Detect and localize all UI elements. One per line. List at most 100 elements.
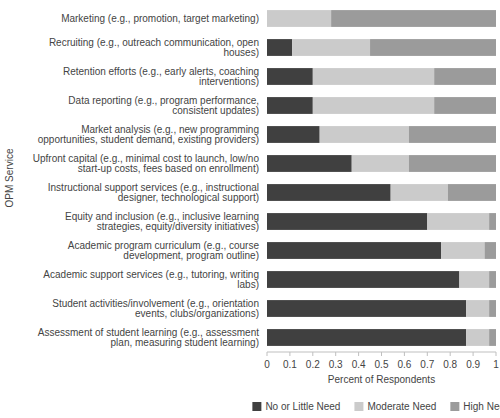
legend-label: No or Little Need	[265, 401, 340, 412]
category-label-line: plan, measuring student learning)	[111, 337, 259, 348]
bar-segment	[409, 126, 496, 143]
category-label: Retention efforts (e.g., early alerts, c…	[63, 66, 259, 88]
x-tick	[289, 352, 290, 356]
bar-segment	[466, 329, 489, 346]
bar-segment	[313, 68, 434, 85]
bar-segment	[331, 10, 496, 27]
category-label-line: strategies, equity/diversity initiatives…	[97, 221, 259, 232]
bar-segment	[489, 300, 496, 317]
x-tick	[404, 352, 405, 356]
x-tick-label: 0.5	[375, 359, 389, 370]
bar-segment	[489, 213, 496, 230]
category-label-line: consistent updates)	[172, 105, 259, 116]
category-label-line: Data reporting (e.g., program performanc…	[68, 95, 259, 106]
category-label-line: opportunities, student demand, existing …	[38, 134, 259, 145]
x-tick	[427, 352, 428, 356]
category-label-line: Assessment of student learning (e.g., as…	[38, 327, 259, 338]
x-tick-label: 0.4	[352, 359, 366, 370]
bars	[267, 10, 496, 346]
bar-segment	[267, 10, 331, 27]
bar-segment	[267, 329, 466, 346]
bar-segment	[489, 271, 496, 288]
x-tick	[358, 352, 359, 356]
category-label-line: Upfront capital (e.g., minimal cost to l…	[33, 153, 260, 164]
bar-segment	[292, 39, 370, 56]
category-label-line: Instructional support services (e.g., in…	[48, 182, 259, 193]
x-tick-label: 0.7	[420, 359, 434, 370]
x-tick-label: 0.3	[329, 359, 343, 370]
x-tick-label: 0.2	[306, 359, 320, 370]
category-label: Instructional support services (e.g., in…	[48, 182, 259, 204]
x-axis-label: Percent of Respondents	[328, 374, 435, 385]
chart: 0 0.1 0.2 0.3 0.4 0.5 0.6 0.7 0.8 0.9 1 Marketing (…	[0, 0, 500, 418]
category-label: Market analysis (e.g., new programmingop…	[38, 124, 259, 146]
x-tick	[496, 352, 497, 356]
x-tick-label: 0.8	[443, 359, 457, 370]
bar-segment	[489, 329, 496, 346]
category-label-line: Academic program curriculum (e.g., cours…	[68, 240, 260, 251]
category-label-line: labs)	[237, 279, 259, 290]
bar-segment	[313, 97, 434, 114]
legend-label: Moderate Need	[367, 401, 436, 412]
category-label-line: Market analysis (e.g., new programming	[81, 124, 259, 135]
bar-segment	[267, 184, 391, 201]
x-tick-label: 0.1	[283, 359, 297, 370]
category-label: Recruiting (e.g., outreach communication…	[49, 37, 259, 59]
bar-segment	[267, 39, 292, 56]
bar-segment	[434, 68, 496, 85]
x-tick	[450, 352, 451, 356]
category-label-line: development, program outline)	[123, 250, 259, 261]
bar-segment	[427, 213, 489, 230]
x-tick-label: 0	[264, 359, 270, 370]
bar-segment	[466, 300, 489, 317]
x-tick-label: 0.9	[466, 359, 480, 370]
legend-swatch	[252, 402, 261, 411]
bar-segment	[267, 155, 352, 172]
category-label-line: designer, technological support)	[118, 192, 259, 203]
legend-swatch	[450, 402, 459, 411]
bar-segment	[267, 126, 320, 143]
category-label: Marketing (e.g., promotion, target marke…	[61, 13, 259, 24]
bar-segment	[352, 155, 409, 172]
category-label-line: Academic support services (e.g., tutorin…	[43, 269, 259, 280]
category-label-line: Marketing (e.g., promotion, target marke…	[61, 13, 259, 24]
category-label-line: Retention efforts (e.g., early alerts, c…	[63, 66, 259, 77]
x-tick	[335, 352, 336, 356]
category-label: Academic program curriculum (e.g., cours…	[68, 240, 260, 262]
category-label: Student activities/involvement (e.g., or…	[52, 298, 259, 320]
bar-segment	[267, 68, 313, 85]
bar-segment	[409, 155, 496, 172]
y-axis-label: OPM Service	[4, 148, 15, 207]
bar-segment	[448, 184, 496, 201]
category-label: Upfront capital (e.g., minimal cost to l…	[33, 153, 260, 175]
bar-segment	[434, 97, 496, 114]
category-label-line: Equity and inclusion (e.g., inclusive le…	[65, 211, 259, 222]
bar-segment	[267, 242, 441, 259]
bar-segment	[320, 126, 409, 143]
category-label: Data reporting (e.g., program performanc…	[68, 95, 259, 117]
bar-segment	[267, 213, 427, 230]
legend-label: High Need	[463, 401, 500, 412]
bar-segment	[459, 271, 489, 288]
category-label-line: Recruiting (e.g., outreach communication…	[49, 37, 259, 48]
bar-segment	[485, 242, 496, 259]
category-label: Equity and inclusion (e.g., inclusive le…	[65, 211, 259, 233]
x-tick-label: 1	[493, 359, 499, 370]
x-tick-label: 0.6	[397, 359, 411, 370]
x-tick	[312, 352, 313, 356]
bar-segment	[267, 97, 313, 114]
category-label-line: start-up costs, fees based on enrollment…	[78, 163, 259, 174]
x-tick	[473, 352, 474, 356]
category-label: Assessment of student learning (e.g., as…	[38, 327, 259, 349]
category-label-line: interventions)	[199, 76, 259, 87]
category-label-line: events, clubs/organizations)	[135, 308, 259, 319]
category-label-line: Student activities/involvement (e.g., or…	[52, 298, 259, 309]
bar-segment	[267, 300, 466, 317]
bar-segment	[391, 184, 448, 201]
legend-swatch	[354, 402, 363, 411]
category-label: Academic support services (e.g., tutorin…	[43, 269, 259, 291]
category-label-line: houses)	[223, 47, 259, 58]
x-tick	[267, 352, 268, 356]
bar-segment	[267, 271, 459, 288]
legend: No or Little Need Moderate Need High Need	[252, 401, 500, 412]
